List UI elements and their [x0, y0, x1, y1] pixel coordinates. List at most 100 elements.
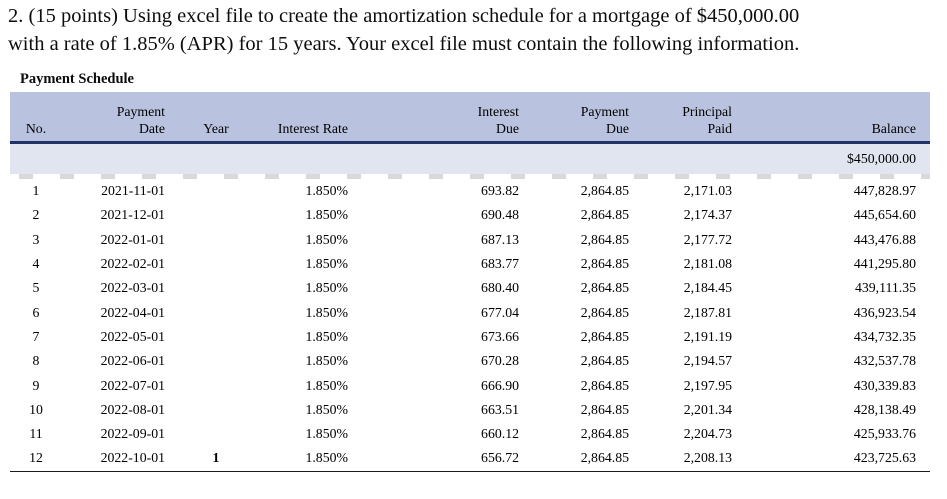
- cell-interest-due: 666.90: [481, 377, 519, 393]
- table-row: 12 2022-10-01 1 1.850% 656.72 2,864.85 2…: [10, 446, 930, 470]
- cell-principal-paid: 2,177.72: [683, 231, 732, 247]
- cell-balance: 443,476.88: [853, 231, 916, 247]
- cell-payment-due: 2,864.85: [580, 401, 629, 417]
- cell-principal-paid: 2,184.45: [683, 280, 732, 296]
- cell-interest-rate: 1.850%: [305, 304, 348, 320]
- cell-interest-rate: 1.850%: [305, 353, 348, 369]
- header-payment-date-line2: Date: [138, 121, 165, 136]
- cell-balance: 436,923.54: [853, 304, 916, 320]
- cell-payment-date: 2021-12-01: [100, 207, 165, 223]
- cell-interest-due: 680.40: [481, 280, 519, 296]
- question-line-2: with a rate of 1.85% (APR) for 15 years.…: [8, 32, 800, 55]
- cell-no: 1: [32, 183, 40, 199]
- cell-interest-due: 660.12: [481, 426, 519, 442]
- header-balance-label: Balance: [871, 121, 916, 136]
- cell-interest-rate: 1.850%: [305, 377, 348, 393]
- cell-interest-due: 656.72: [481, 450, 519, 466]
- cell-interest-due: 687.13: [481, 231, 519, 247]
- cell-interest-due: 690.48: [481, 207, 519, 223]
- header-payment-due-line2: Due: [606, 121, 629, 136]
- cell-balance: 447,828.97: [853, 183, 916, 199]
- header-no: No.: [10, 92, 62, 141]
- cell-no: 8: [32, 353, 40, 369]
- table-row: 5 2022-03-01 1.850% 680.40 2,864.85 2,18…: [10, 276, 930, 300]
- cell-principal-paid: 2,181.08: [683, 256, 732, 272]
- table-row: 9 2022-07-01 1.850% 666.90 2,864.85 2,19…: [10, 373, 930, 397]
- cell-interest-due: 677.04: [481, 304, 519, 320]
- cell-interest-rate: 1.850%: [305, 401, 348, 417]
- cell-payment-date: 2021-11-01: [101, 183, 165, 199]
- cell-payment-due: 2,864.85: [580, 207, 629, 223]
- table-row: 11 2022-09-01 1.850% 660.12 2,864.85 2,2…: [10, 422, 930, 446]
- cell-no: 12: [29, 450, 43, 466]
- header-payment-date-line1: Payment: [116, 104, 165, 119]
- cell-interest-due: 693.82: [481, 183, 519, 199]
- header-principal-paid-line1: Principal: [682, 104, 732, 119]
- cell-interest-rate: 1.850%: [305, 450, 348, 466]
- cell-payment-due: 2,864.85: [580, 450, 629, 466]
- cell-interest-rate: 1.850%: [305, 231, 348, 247]
- cell-principal-paid: 2,208.13: [683, 450, 732, 466]
- cell-principal-paid: 2,201.34: [683, 401, 732, 417]
- cell-no: 6: [32, 304, 40, 320]
- cell-year: 1: [212, 450, 220, 466]
- header-interest-rate-label: Interest Rate: [277, 121, 348, 136]
- cell-no: 5: [32, 280, 40, 296]
- cell-balance: 423,725.63: [853, 450, 916, 466]
- header-year-label: Year: [203, 121, 229, 136]
- cell-interest-rate: 1.850%: [305, 183, 348, 199]
- cell-payment-date: 2022-10-01: [100, 450, 165, 466]
- cell-payment-due: 2,864.85: [580, 231, 629, 247]
- cell-principal-paid: 2,171.03: [683, 183, 732, 199]
- cell-balance: 425,933.76: [853, 426, 916, 442]
- cell-payment-due: 2,864.85: [580, 353, 629, 369]
- cell-payment-date: 2022-09-01: [100, 426, 165, 442]
- cell-payment-date: 2022-01-01: [100, 231, 165, 247]
- cell-no: 10: [29, 401, 43, 417]
- cell-balance: 428,138.49: [853, 401, 916, 417]
- header-payment-due: Payment Due: [521, 92, 631, 141]
- cell-balance: 445,654.60: [853, 207, 916, 223]
- cell-payment-date: 2022-08-01: [100, 401, 165, 417]
- header-principal-paid-line2: Paid: [707, 121, 732, 136]
- cell-interest-rate: 1.850%: [305, 207, 348, 223]
- cell-payment-date: 2022-02-01: [100, 256, 165, 272]
- table-row: 8 2022-06-01 1.850% 670.28 2,864.85 2,19…: [10, 349, 930, 373]
- cell-interest-due: 670.28: [481, 353, 519, 369]
- cell-balance: 439,111.35: [854, 280, 916, 296]
- question-text: 2. (15 points) Using excel file to creat…: [8, 3, 940, 58]
- cell-interest-due: 663.51: [481, 401, 519, 417]
- header-payment-date: Payment Date: [62, 92, 180, 141]
- cell-no: 2: [32, 207, 40, 223]
- header-principal-paid: Principal Paid: [631, 92, 734, 141]
- cell-payment-date: 2022-05-01: [100, 328, 165, 344]
- cell-principal-paid: 2,191.19: [683, 328, 732, 344]
- header-interest-due: Interest Due: [352, 92, 521, 141]
- amortization-table: No. Payment Date Year Interest Rate Inte…: [10, 92, 930, 472]
- cell-payment-due: 2,864.85: [580, 256, 629, 272]
- table-row: 7 2022-05-01 1.850% 673.66 2,864.85 2,19…: [10, 325, 930, 349]
- cell-principal-paid: 2,204.73: [683, 426, 732, 442]
- table-header-row: No. Payment Date Year Interest Rate Inte…: [10, 92, 930, 144]
- cell-payment-date: 2022-07-01: [100, 377, 165, 393]
- cell-payment-date: 2022-04-01: [100, 304, 165, 320]
- table-body: 1 2021-11-01 1.850% 693.82 2,864.85 2,17…: [10, 179, 930, 472]
- cell-principal-paid: 2,174.37: [683, 207, 732, 223]
- question-line-1: 2. (15 points) Using excel file to creat…: [8, 5, 800, 27]
- table-row: 10 2022-08-01 1.850% 663.51 2,864.85 2,2…: [10, 398, 930, 422]
- cell-principal-paid: 2,197.95: [683, 377, 732, 393]
- cell-balance: 434,732.35: [853, 328, 916, 344]
- cell-interest-rate: 1.850%: [305, 280, 348, 296]
- header-interest-due-line2: Due: [496, 121, 519, 136]
- table-row: 1 2021-11-01 1.850% 693.82 2,864.85 2,17…: [10, 179, 930, 203]
- header-no-label: No.: [25, 121, 47, 136]
- cell-no: 3: [32, 231, 40, 247]
- cell-no: 4: [32, 256, 40, 272]
- gridline-notch-strip: [10, 174, 930, 179]
- cell-payment-due: 2,864.85: [580, 280, 629, 296]
- header-payment-due-line1: Payment: [580, 104, 629, 119]
- header-balance: Balance: [734, 92, 930, 141]
- header-interest-due-line1: Interest: [477, 104, 519, 119]
- cell-payment-due: 2,864.85: [580, 304, 629, 320]
